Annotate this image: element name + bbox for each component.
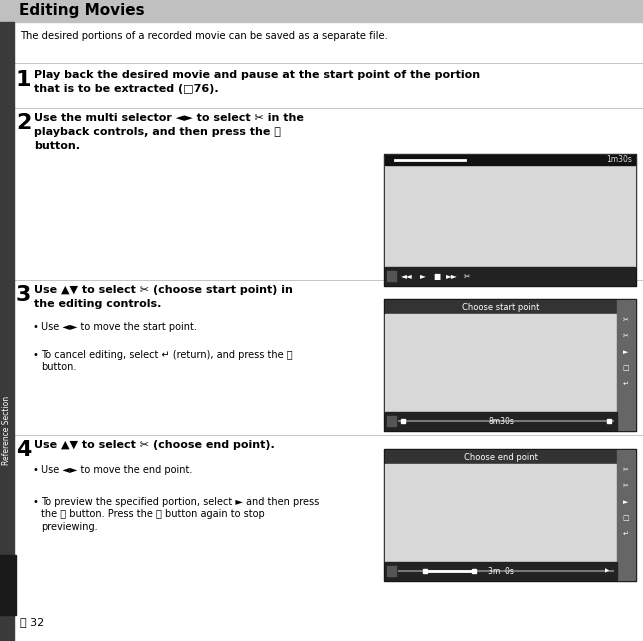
Text: ►: ► [420,272,426,281]
Bar [387,416,396,426]
Text: The desired portions of a recorded movie can be saved as a separate file.: The desired portions of a recorded movie… [20,31,388,41]
Text: ✂: ✂ [623,333,629,339]
Bar [385,267,635,285]
Bar [387,566,396,576]
Bar [384,299,636,431]
Text: 8m30s: 8m30s [488,417,514,426]
Bar [385,562,617,580]
Text: •: • [32,465,38,475]
Text: Use ◄► to move the start point.: Use ◄► to move the start point. [41,322,197,332]
Text: Use ◄► to move the end point.: Use ◄► to move the end point. [41,465,192,475]
Text: ✂: ✂ [623,317,629,323]
Text: ✂: ✂ [623,483,629,489]
Text: ►: ► [623,499,629,505]
Text: Use ▲▼ to select ✂ (choose start point) in
the editing controls.: Use ▲▼ to select ✂ (choose start point) … [34,285,293,309]
Bar [617,450,635,580]
Text: Choose end point: Choose end point [464,453,538,462]
Text: ↵: ↵ [623,531,629,537]
Text: To preview the specified portion, select ► and then press
the Ⓚ button. Press th: To preview the specified portion, select… [41,497,320,532]
Bar [385,155,635,165]
Bar [0,22,14,641]
Bar [617,300,635,430]
Text: •: • [32,350,38,360]
Text: □: □ [622,515,629,521]
Text: To cancel editing, select ↵ (return), and press the Ⓚ
button.: To cancel editing, select ↵ (return), an… [41,350,293,372]
Text: 1: 1 [16,70,32,90]
Bar [385,450,617,464]
Bar [385,155,635,267]
Text: Choose start point: Choose start point [462,303,539,312]
Text: 1m30s: 1m30s [606,156,632,165]
Text: ▶: ▶ [605,569,609,574]
Text: ►: ► [623,349,629,355]
Text: ✂: ✂ [464,272,470,281]
Text: ✂: ✂ [623,467,629,473]
Bar [385,314,617,412]
Text: Reference Section: Reference Section [3,395,12,465]
Text: Use ▲▼ to select ✂ (choose end point).: Use ▲▼ to select ✂ (choose end point). [34,440,275,450]
Text: 2: 2 [16,113,32,133]
Text: ◄◄: ◄◄ [401,272,413,281]
Text: Use the multi selector ◄► to select ✂ in the
playback controls, and then press t: Use the multi selector ◄► to select ✂ in… [34,113,304,151]
Bar [0,555,16,615]
Text: 3m  0s: 3m 0s [488,567,514,576]
Text: Play back the desired movie and pause at the start point of the portion
that is : Play back the desired movie and pause at… [34,70,480,94]
Bar [384,449,636,581]
Text: •: • [32,497,38,507]
Text: ↵: ↵ [623,381,629,387]
Bar [385,464,617,562]
Text: ⛶ 32: ⛶ 32 [20,617,44,627]
Bar [385,300,617,314]
Text: □: □ [622,365,629,371]
Text: ►►: ►► [446,272,458,281]
Bar [0,0,643,22]
Bar [387,271,396,281]
Bar [385,412,617,430]
Text: ■: ■ [433,272,440,281]
Text: Editing Movies: Editing Movies [19,3,145,19]
Text: •: • [32,322,38,332]
Text: 4: 4 [16,440,32,460]
Text: 3: 3 [16,285,32,305]
Bar [384,154,636,286]
